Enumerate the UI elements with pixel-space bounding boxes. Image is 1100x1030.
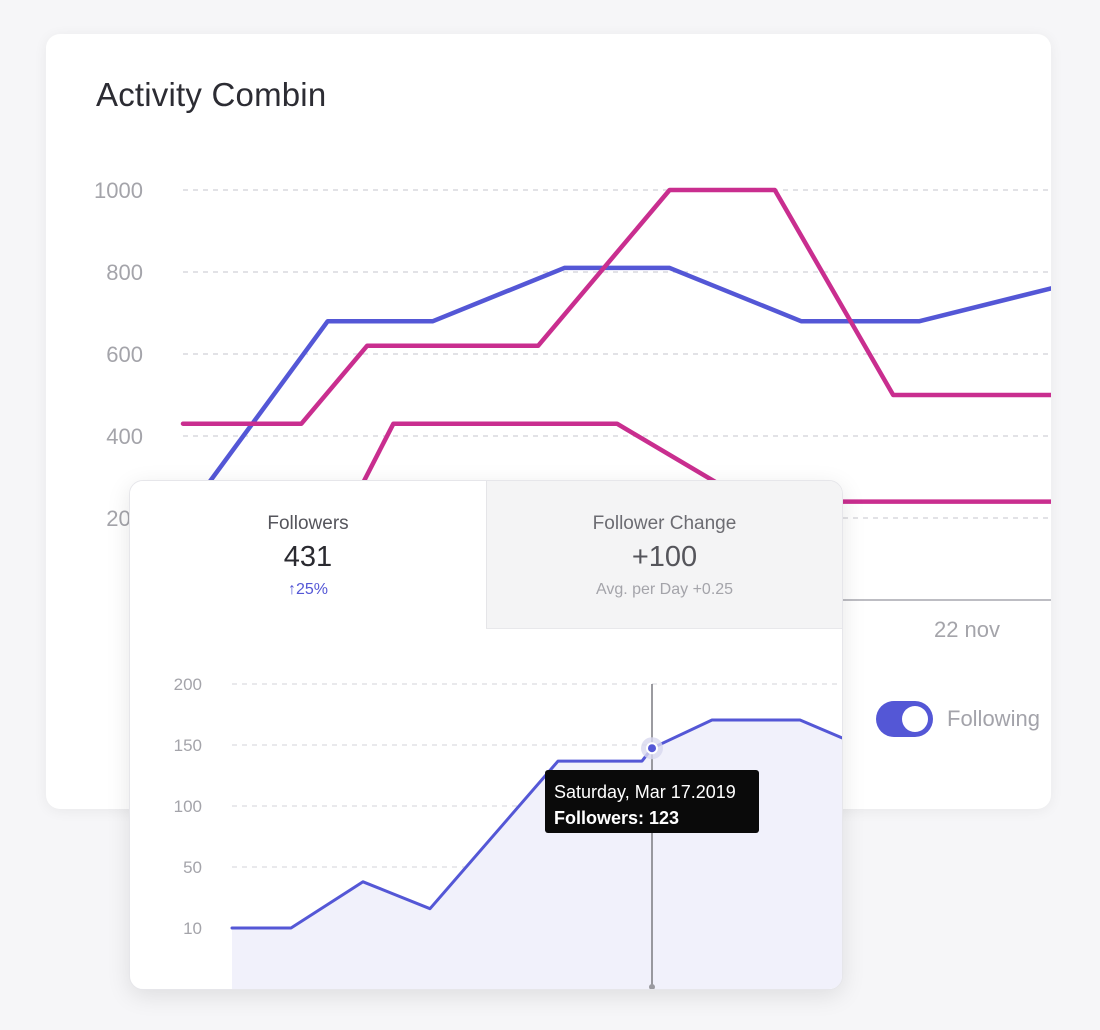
toggle-knob [902,706,928,732]
tab-label: Followers [267,513,349,534]
y-tick-label: 50 [183,858,202,877]
area-fill [232,720,842,989]
y-tick-label: 800 [106,260,143,285]
y-tick-label: 400 [106,424,143,449]
avg-per-day: Avg. per Day +0.25 [595,581,734,598]
tab-followers[interactable]: Followers 431 ↑25% [130,481,486,629]
following-toggle-label: Following [947,706,1040,731]
following-toggle-group[interactable]: Following [876,700,1040,738]
summary-tabs: Followers 431 ↑25% Follower Change +100 … [130,481,842,629]
tab-follower-change[interactable]: Follower Change +100 Avg. per Day +0.25 [486,481,842,629]
followers-change-percent: ↑25% [287,581,329,598]
x-tick-label: 22 nov [934,617,1000,642]
y-tick-label: 150 [174,736,202,755]
followers-count: 431 [283,541,333,573]
series-line-1 [180,265,1051,521]
highlight-point [646,742,658,755]
y-tick-label: 200 [174,675,202,694]
followers-line [230,718,842,930]
series-line-2 [180,187,1051,426]
tooltip-value: Followers: 123 [554,808,680,828]
y-tick-label: 600 [106,342,143,367]
tooltip-date: Saturday, Mar 17.2019 [554,782,736,802]
followers-card: Followers 431 ↑25% Follower Change +100 … [129,480,843,990]
chart-tooltip: Saturday, Mar 17.2019 Followers: 123 [545,770,759,833]
follower-change-value: +100 [631,541,698,573]
tab-label: Follower Change [592,513,737,534]
following-toggle[interactable] [876,701,933,737]
y-tick-label: 1000 [94,178,143,203]
y-tick-label: 100 [174,797,202,816]
activity-title: Activity Combin [96,76,327,113]
crosshair-foot [649,984,655,989]
y-tick-label: 10 [183,919,202,938]
